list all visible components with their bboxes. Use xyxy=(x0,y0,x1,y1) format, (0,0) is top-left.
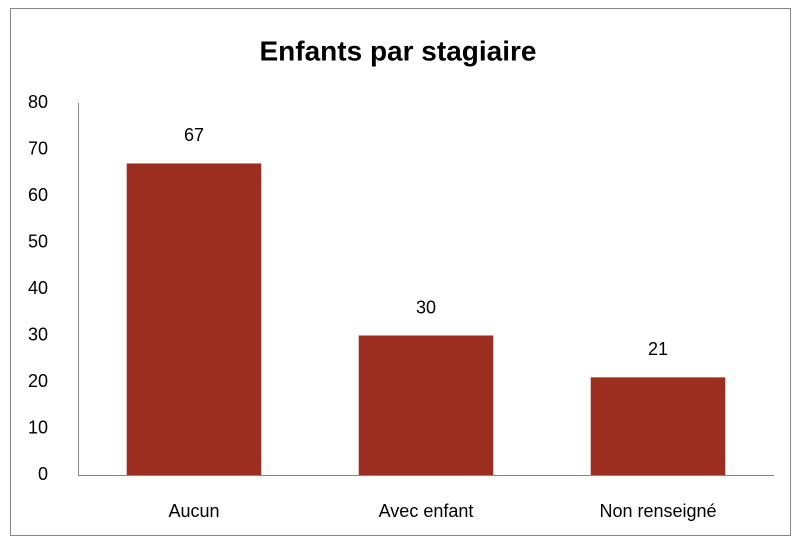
x-tick-label: Aucun xyxy=(168,501,219,521)
bar xyxy=(590,377,726,475)
data-label: 67 xyxy=(184,125,204,145)
data-label: 30 xyxy=(416,297,436,317)
bar xyxy=(126,163,262,475)
y-tick-label: 70 xyxy=(28,138,48,158)
y-tick-label: 10 xyxy=(28,417,48,437)
x-tick-label: Avec enfant xyxy=(379,501,474,521)
y-tick-label: 0 xyxy=(38,464,48,484)
y-tick-label: 30 xyxy=(28,324,48,344)
y-tick-label: 50 xyxy=(28,231,48,251)
y-tick-label: 40 xyxy=(28,278,48,298)
y-tick-label: 20 xyxy=(28,371,48,391)
chart-title: Enfants par stagiaire xyxy=(260,35,537,66)
data-label: 21 xyxy=(648,339,668,359)
x-tick-label: Non renseigné xyxy=(599,501,716,521)
bar xyxy=(358,335,494,475)
y-tick-label: 60 xyxy=(28,185,48,205)
y-tick-label: 80 xyxy=(28,92,48,112)
